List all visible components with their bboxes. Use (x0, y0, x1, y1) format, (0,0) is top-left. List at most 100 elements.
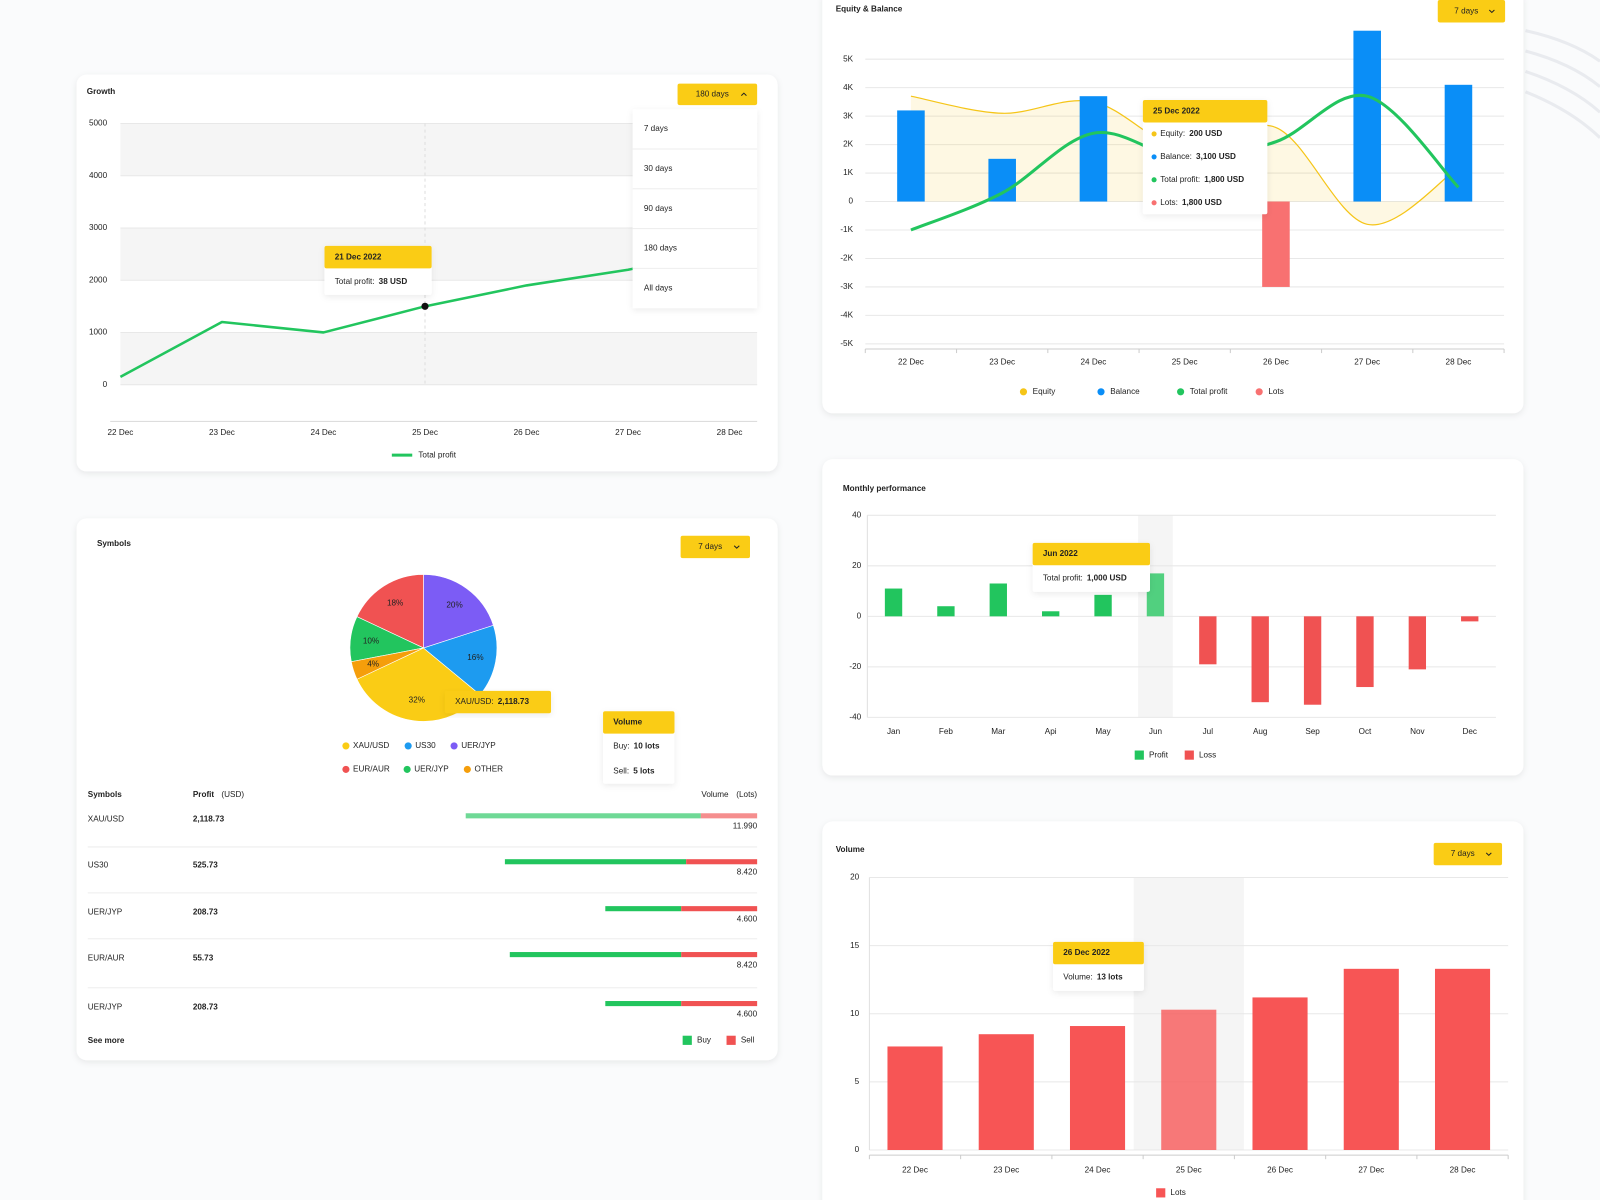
slice-label: 18% (387, 598, 403, 607)
x-tick-label: 25 Dec (1176, 1166, 1202, 1175)
legend-swatch (1184, 750, 1194, 760)
legend-swatch (404, 742, 412, 750)
x-tick-label: May (1095, 727, 1111, 736)
tooltip-label: Volume: (1063, 973, 1092, 982)
tooltip-value: 5 lots (633, 766, 655, 775)
menu-item[interactable]: 90 days (644, 204, 673, 213)
y-tick-label: 15 (850, 941, 860, 950)
tooltip-header (603, 711, 675, 734)
tooltip-value: 1,800 USD (1182, 198, 1222, 207)
y-tick-label: -20 (849, 662, 861, 671)
x-tick-label: 27 Dec (1358, 1166, 1384, 1175)
legend-label: Balance (1110, 387, 1140, 396)
y-tick-label: 20 (852, 561, 862, 570)
y-tick-label: -3K (840, 282, 853, 291)
y-tick-label: -4K (840, 311, 853, 320)
x-tick-label: 24 Dec (1085, 1166, 1111, 1175)
profit: 2,118.73 (193, 815, 225, 824)
legend-label: Buy (697, 1035, 712, 1044)
y-tick-label: 20 (850, 873, 860, 882)
period-label: 180 days (696, 90, 729, 99)
tooltip-label: Total profit: (1043, 574, 1083, 583)
tooltip-header (1053, 941, 1144, 965)
card-title: Volume (836, 845, 865, 854)
sell-bar (681, 906, 758, 912)
sell-bar (681, 952, 758, 958)
tooltip-title: 21 Dec 2022 (335, 252, 382, 261)
tooltip-value: 200 USD (1189, 129, 1222, 138)
hover-point (421, 302, 429, 310)
y-tick-label: 5 (855, 1077, 860, 1086)
period-button[interactable] (680, 535, 750, 559)
x-tick-label: Aug (1253, 727, 1268, 736)
y-tick-label: 1000 (89, 328, 108, 337)
legend-label: Loss (1199, 750, 1216, 759)
menu-item[interactable]: All days (644, 283, 673, 292)
bar (1356, 616, 1374, 688)
y-tick-label: 0 (103, 380, 108, 389)
tooltip-dot (1151, 200, 1157, 206)
bar (1444, 84, 1473, 202)
bar (1303, 616, 1322, 705)
legend-swatch (1134, 750, 1144, 760)
menu-item[interactable]: 7 days (644, 124, 668, 133)
legend-swatch (1019, 388, 1028, 396)
bar (1161, 1009, 1217, 1150)
symbol: XAU/USD (88, 815, 124, 824)
slice-label: 20% (446, 600, 462, 609)
period-button[interactable] (1433, 842, 1503, 866)
buy-bar (504, 859, 687, 865)
y-tick-label: 40 (852, 510, 862, 519)
period-button[interactable] (1437, 0, 1506, 23)
volume: 4.600 (737, 1009, 758, 1018)
table-header: Symbols (88, 790, 122, 799)
x-tick-label: 27 Dec (1354, 357, 1380, 366)
y-tick-label: 2K (843, 140, 854, 149)
tooltip-label: Total profit: (335, 277, 375, 286)
tooltip-value: 13 lots (1097, 973, 1123, 982)
period-label: 7 days (1454, 6, 1478, 15)
menu-item[interactable]: 180 days (644, 244, 677, 253)
bar (1353, 30, 1381, 202)
x-tick-label: Api (1045, 727, 1057, 736)
y-tick-label: 0 (857, 611, 862, 620)
y-tick-label: 0 (855, 1145, 860, 1154)
tooltip-title: 25 Dec 2022 (1153, 106, 1200, 115)
tooltip-label: Total profit: (1160, 175, 1200, 184)
bar (978, 1034, 1034, 1150)
x-tick-label: Feb (939, 727, 954, 736)
y-tick-label: 10 (850, 1009, 860, 1018)
buy-bar (605, 1001, 682, 1007)
bar (1251, 616, 1269, 703)
tooltip-label: Balance: (1160, 152, 1192, 161)
pie-slice (350, 647, 424, 680)
grid-band (120, 332, 758, 385)
see-more[interactable]: See more (88, 1036, 125, 1045)
tooltip-value: 1,800 USD (1204, 175, 1244, 184)
slice-label: 4% (367, 659, 379, 668)
y-tick-label: 4K (843, 83, 854, 92)
bar (1408, 616, 1427, 670)
slice-label: 10% (363, 636, 379, 645)
x-tick-label: 22 Dec (107, 428, 133, 437)
y-tick-label: 2000 (89, 275, 108, 284)
x-tick-label: 26 Dec (514, 428, 540, 437)
table-header: (USD) (221, 790, 244, 799)
period-button[interactable] (677, 83, 758, 106)
tooltip (444, 690, 552, 714)
legend-swatch (1177, 388, 1185, 396)
y-tick-label: 0 (849, 197, 854, 206)
profit: 525.73 (193, 860, 218, 869)
symbol: UER/JYP (88, 907, 123, 916)
x-tick-label: 25 Dec (412, 428, 438, 437)
x-tick-label: Jul (1203, 727, 1214, 736)
x-tick-label: Mar (991, 727, 1005, 736)
legend-swatch (1097, 388, 1105, 396)
table-header: Profit (193, 790, 215, 799)
x-tick-label: 24 Dec (311, 428, 337, 437)
menu-item[interactable]: 30 days (644, 164, 673, 173)
legend-label: UER/JYP (461, 741, 496, 750)
bar (988, 158, 1016, 202)
y-tick-label: 4000 (89, 171, 108, 180)
